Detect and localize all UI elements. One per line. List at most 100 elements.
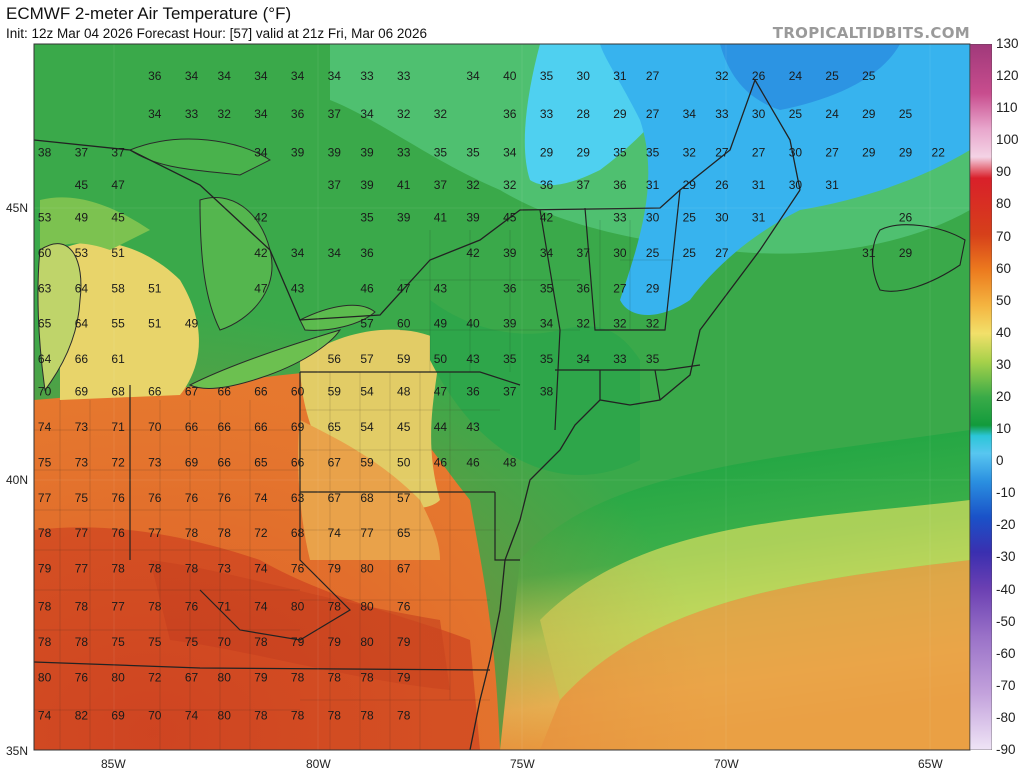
michigan-yellow-zone (60, 241, 199, 400)
nova-scotia-coast (872, 224, 966, 292)
station-temp-value: 32 (503, 178, 517, 192)
station-temp-value: 80 (111, 670, 125, 684)
station-temp-value: 76 (397, 600, 411, 614)
station-temp-value: 74 (254, 491, 268, 505)
station-temp-value: 27 (715, 246, 729, 260)
state-border-ma (555, 364, 701, 371)
station-temp-value: 22 (932, 145, 946, 159)
station-temp-value: 74 (254, 600, 268, 614)
station-temp-value: 30 (789, 145, 803, 159)
station-temp-value: 30 (789, 178, 803, 192)
station-temp-value: 79 (1, 562, 15, 576)
station-temp-value: 49 (434, 317, 448, 331)
station-temp-value: 78 (38, 526, 52, 540)
station-temp-value: 31 (862, 246, 876, 260)
colorbar-label: -60 (996, 645, 1016, 661)
station-temp-value: 75 (1, 420, 15, 434)
station-temp-value: 63 (38, 281, 52, 295)
station-temp-value: 31 (646, 178, 660, 192)
station-temp-value: 27 (752, 145, 766, 159)
county-grid-north (400, 220, 680, 372)
station-temp-value: 67 (397, 562, 411, 576)
lake-superior (128, 138, 271, 176)
brand-watermark: TROPICALTIDBITS.COM (772, 24, 970, 42)
station-temp-value: 36 (466, 385, 480, 399)
station-temp-value: 39 (360, 145, 374, 159)
station-temp-value: 30 (577, 69, 591, 83)
station-temp-value: 27 (715, 145, 729, 159)
station-temp-value: 79 (1, 635, 15, 649)
station-temp-value: 25 (789, 107, 803, 121)
station-temp-value: 71 (218, 600, 232, 614)
station-temp-value: 76 (218, 491, 232, 505)
station-temp-value: 45 (397, 420, 411, 434)
lon-label-80w: 80W (306, 757, 331, 771)
station-temp-value: 79 (291, 635, 305, 649)
station-temp-value: 25 (683, 246, 697, 260)
station-temp-value: 80 (218, 708, 232, 722)
colorbar-label: 30 (996, 356, 1012, 372)
station-temp-value: 48 (503, 455, 517, 469)
station-temp-value: 54 (360, 385, 374, 399)
station-temp-value: 66 (254, 385, 268, 399)
station-temp-value: 76 (111, 491, 125, 505)
station-temp-value: 30 (613, 246, 627, 260)
lon-label-70w: 70W (714, 757, 739, 771)
colorbar-label: 40 (996, 324, 1012, 340)
station-temp-value: 77 (360, 526, 374, 540)
station-temp-value: 60 (397, 317, 411, 331)
station-temp-value: 34 (328, 69, 342, 83)
station-temp-value: 32 (683, 145, 697, 159)
state-border-new-england (584, 189, 681, 331)
lat-label-40n: 40N (6, 473, 29, 487)
station-temp-value: 53 (38, 211, 52, 225)
station-temp-value: 66 (218, 420, 232, 434)
station-temp-value: 78 (75, 600, 89, 614)
station-temp-value: 36 (577, 281, 591, 295)
station-temp-value: 66 (291, 455, 305, 469)
station-temp-value: 40 (466, 317, 480, 331)
colorbar-label: 110 (996, 100, 1018, 116)
station-temp-value: 74 (254, 562, 268, 576)
colorbar-label: -90 (996, 742, 1016, 757)
station-temp-value: 26 (752, 69, 766, 83)
station-temp-value: 34 (360, 107, 374, 121)
station-temp-value: 50 (434, 352, 448, 366)
station-temp-value: 78 (254, 708, 268, 722)
station-temp-value: 50 (397, 455, 411, 469)
station-temp-value: 59 (397, 352, 411, 366)
station-temp-value: 30 (752, 107, 766, 121)
station-temp-value: 76 (1, 491, 15, 505)
station-temp-value: 39 (466, 211, 480, 225)
lon-label-65w: 65W (918, 757, 943, 771)
station-temp-value: 71 (111, 420, 125, 434)
station-temp-value: 34 (254, 145, 268, 159)
station-temp-value: 51 (148, 281, 162, 295)
state-border-md (494, 492, 520, 561)
colorbar-label: 90 (996, 164, 1012, 180)
station-temp-value: 39 (397, 211, 411, 225)
station-temp-value: 65 (38, 317, 52, 331)
atlantic-coastline (469, 189, 801, 750)
station-temp-value: 79 (328, 635, 342, 649)
station-temp-value: 79 (1, 600, 15, 614)
station-temp-value: 65 (397, 526, 411, 540)
station-temp-value: 78 (291, 670, 305, 684)
station-temp-value: 79 (1, 708, 15, 722)
station-temp-value: 26 (715, 178, 729, 192)
station-temp-value: 57 (360, 317, 374, 331)
station-temp-value: 78 (1, 526, 15, 540)
station-temp-value: 28 (577, 107, 591, 121)
station-temp-value: 78 (254, 635, 268, 649)
station-temp-value: 34 (291, 69, 305, 83)
state-border-ny-vt (539, 209, 561, 431)
station-temp-value: 77 (111, 600, 125, 614)
station-temp-value: 37 (111, 145, 125, 159)
state-border-va-nc (34, 661, 491, 671)
station-temp-value: 29 (899, 145, 913, 159)
lat-label-45n: 45N (6, 201, 29, 215)
colorbar-label: 10 (996, 421, 1012, 437)
station-temp-value: 76 (185, 600, 199, 614)
station-temp-value: 25 (646, 246, 660, 260)
